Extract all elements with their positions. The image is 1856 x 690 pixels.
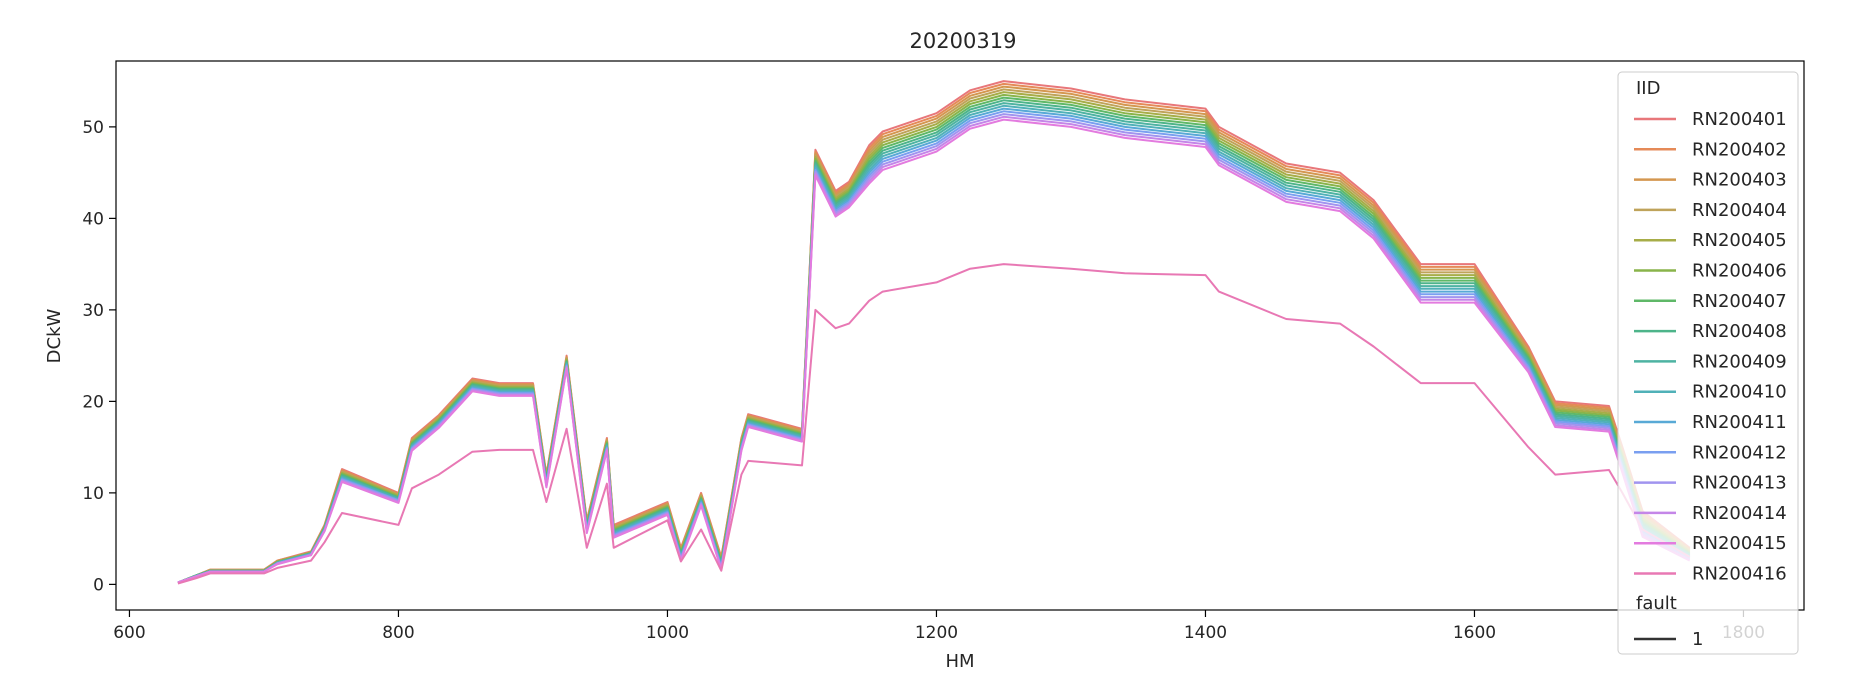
- x-tick-label: 1600: [1453, 623, 1496, 643]
- legend-label: RN200415: [1692, 533, 1787, 554]
- x-tick-label: 1200: [915, 623, 958, 643]
- y-tick-label: 10: [82, 484, 104, 504]
- legend-label: RN200405: [1692, 230, 1787, 251]
- legend: IID RN200401RN200402RN200403RN200404RN20…: [1617, 71, 1799, 655]
- y-tick-label: 50: [82, 118, 104, 138]
- legend-label: RN200412: [1692, 442, 1787, 463]
- series-layer: [177, 80, 1691, 585]
- series-line-RN200416: [177, 263, 1691, 585]
- legend-hue-title: IID: [1636, 78, 1660, 99]
- x-tick-label: 600: [113, 623, 145, 643]
- legend-label: RN200409: [1692, 351, 1787, 372]
- legend-label: RN200406: [1692, 261, 1787, 282]
- x-axis: 60080010001200140016001800: [113, 610, 1765, 643]
- x-axis-label: HM: [945, 651, 974, 672]
- series-line-RN200410: [177, 104, 1691, 584]
- legend-style-title: fault: [1636, 593, 1677, 614]
- legend-box: [1617, 71, 1799, 655]
- series-line-RN200414: [177, 115, 1691, 584]
- legend-label: RN200402: [1692, 139, 1787, 160]
- legend-label: RN200401: [1692, 109, 1787, 130]
- series-line-RN200412: [177, 110, 1691, 584]
- y-tick-label: 0: [93, 575, 104, 595]
- series-line-RN200413: [177, 113, 1691, 584]
- chart-title: 20200319: [910, 29, 1017, 53]
- legend-items: RN200401 RN200402 RN200403 RN200404 RN200405…: [1634, 109, 1787, 585]
- x-tick-label: 1400: [1184, 623, 1227, 643]
- y-tick-label: 30: [82, 301, 104, 321]
- legend-label: RN200410: [1692, 382, 1787, 403]
- legend-label: RN200414: [1692, 503, 1787, 524]
- legend-label: RN200407: [1692, 291, 1787, 312]
- y-tick-label: 20: [82, 392, 104, 412]
- legend-label: RN200408: [1692, 321, 1787, 342]
- plot-area: [115, 60, 1805, 611]
- x-tick-label: 800: [382, 623, 414, 643]
- legend-label: RN200403: [1692, 170, 1787, 191]
- legend-label: RN200411: [1692, 412, 1787, 433]
- legend-label: RN200416: [1692, 564, 1787, 585]
- legend-style-label: 1: [1692, 629, 1703, 650]
- y-axis-label: DCkW: [44, 308, 65, 363]
- series-line-RN200415: [177, 118, 1691, 584]
- y-tick-label: 40: [82, 209, 104, 229]
- legend-label: RN200413: [1692, 473, 1787, 494]
- legend-label: RN200404: [1692, 200, 1787, 221]
- series-line-RN200411: [177, 107, 1691, 584]
- y-axis: 0 10 20 30 40 50: [82, 118, 116, 595]
- x-tick-label: 1000: [646, 623, 689, 643]
